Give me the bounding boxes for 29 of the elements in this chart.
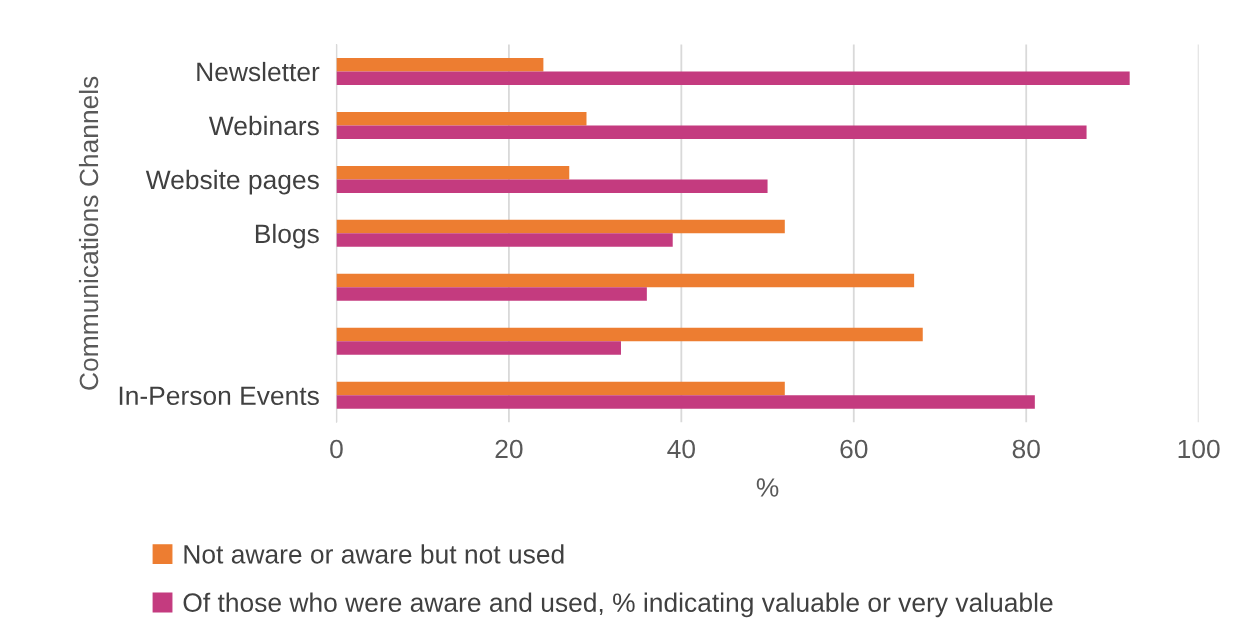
x-axis-title: %: [756, 478, 779, 497]
bar: [336, 179, 768, 193]
x-tick-label: 0: [330, 439, 343, 459]
x-tick-label: 20: [495, 439, 523, 459]
bar: [336, 381, 785, 396]
bar: [336, 125, 1087, 139]
bar: [336, 71, 1130, 85]
bar: [336, 219, 785, 234]
bar: [336, 165, 570, 180]
bar: [336, 395, 1035, 409]
x-tick-label: 80: [1012, 439, 1040, 459]
x-tick-label: 100: [1178, 439, 1220, 459]
bar: [336, 233, 673, 247]
bar: [336, 57, 544, 72]
y-axis-title: Communications Channels: [78, 76, 99, 390]
y-tick-label: Website pages: [145, 169, 319, 195]
bar: [336, 287, 647, 301]
legend-label: Of those who were aware and used, % indicating valuable or very valuable: [183, 592, 1053, 618]
x-tick-label: 60: [840, 439, 868, 459]
bar: [336, 327, 923, 342]
y-tick-label: Blogs: [255, 223, 319, 249]
x-tick-label: 40: [667, 439, 695, 459]
y-tick-label: Newsletter: [197, 61, 320, 82]
y-tick-label: Webinars: [208, 115, 319, 136]
y-tick-label: In-Person Events: [119, 386, 319, 406]
bar: [336, 273, 915, 288]
bar: [336, 111, 587, 126]
legend-label: Not aware or aware but not used: [184, 544, 564, 564]
bar: [336, 341, 621, 355]
